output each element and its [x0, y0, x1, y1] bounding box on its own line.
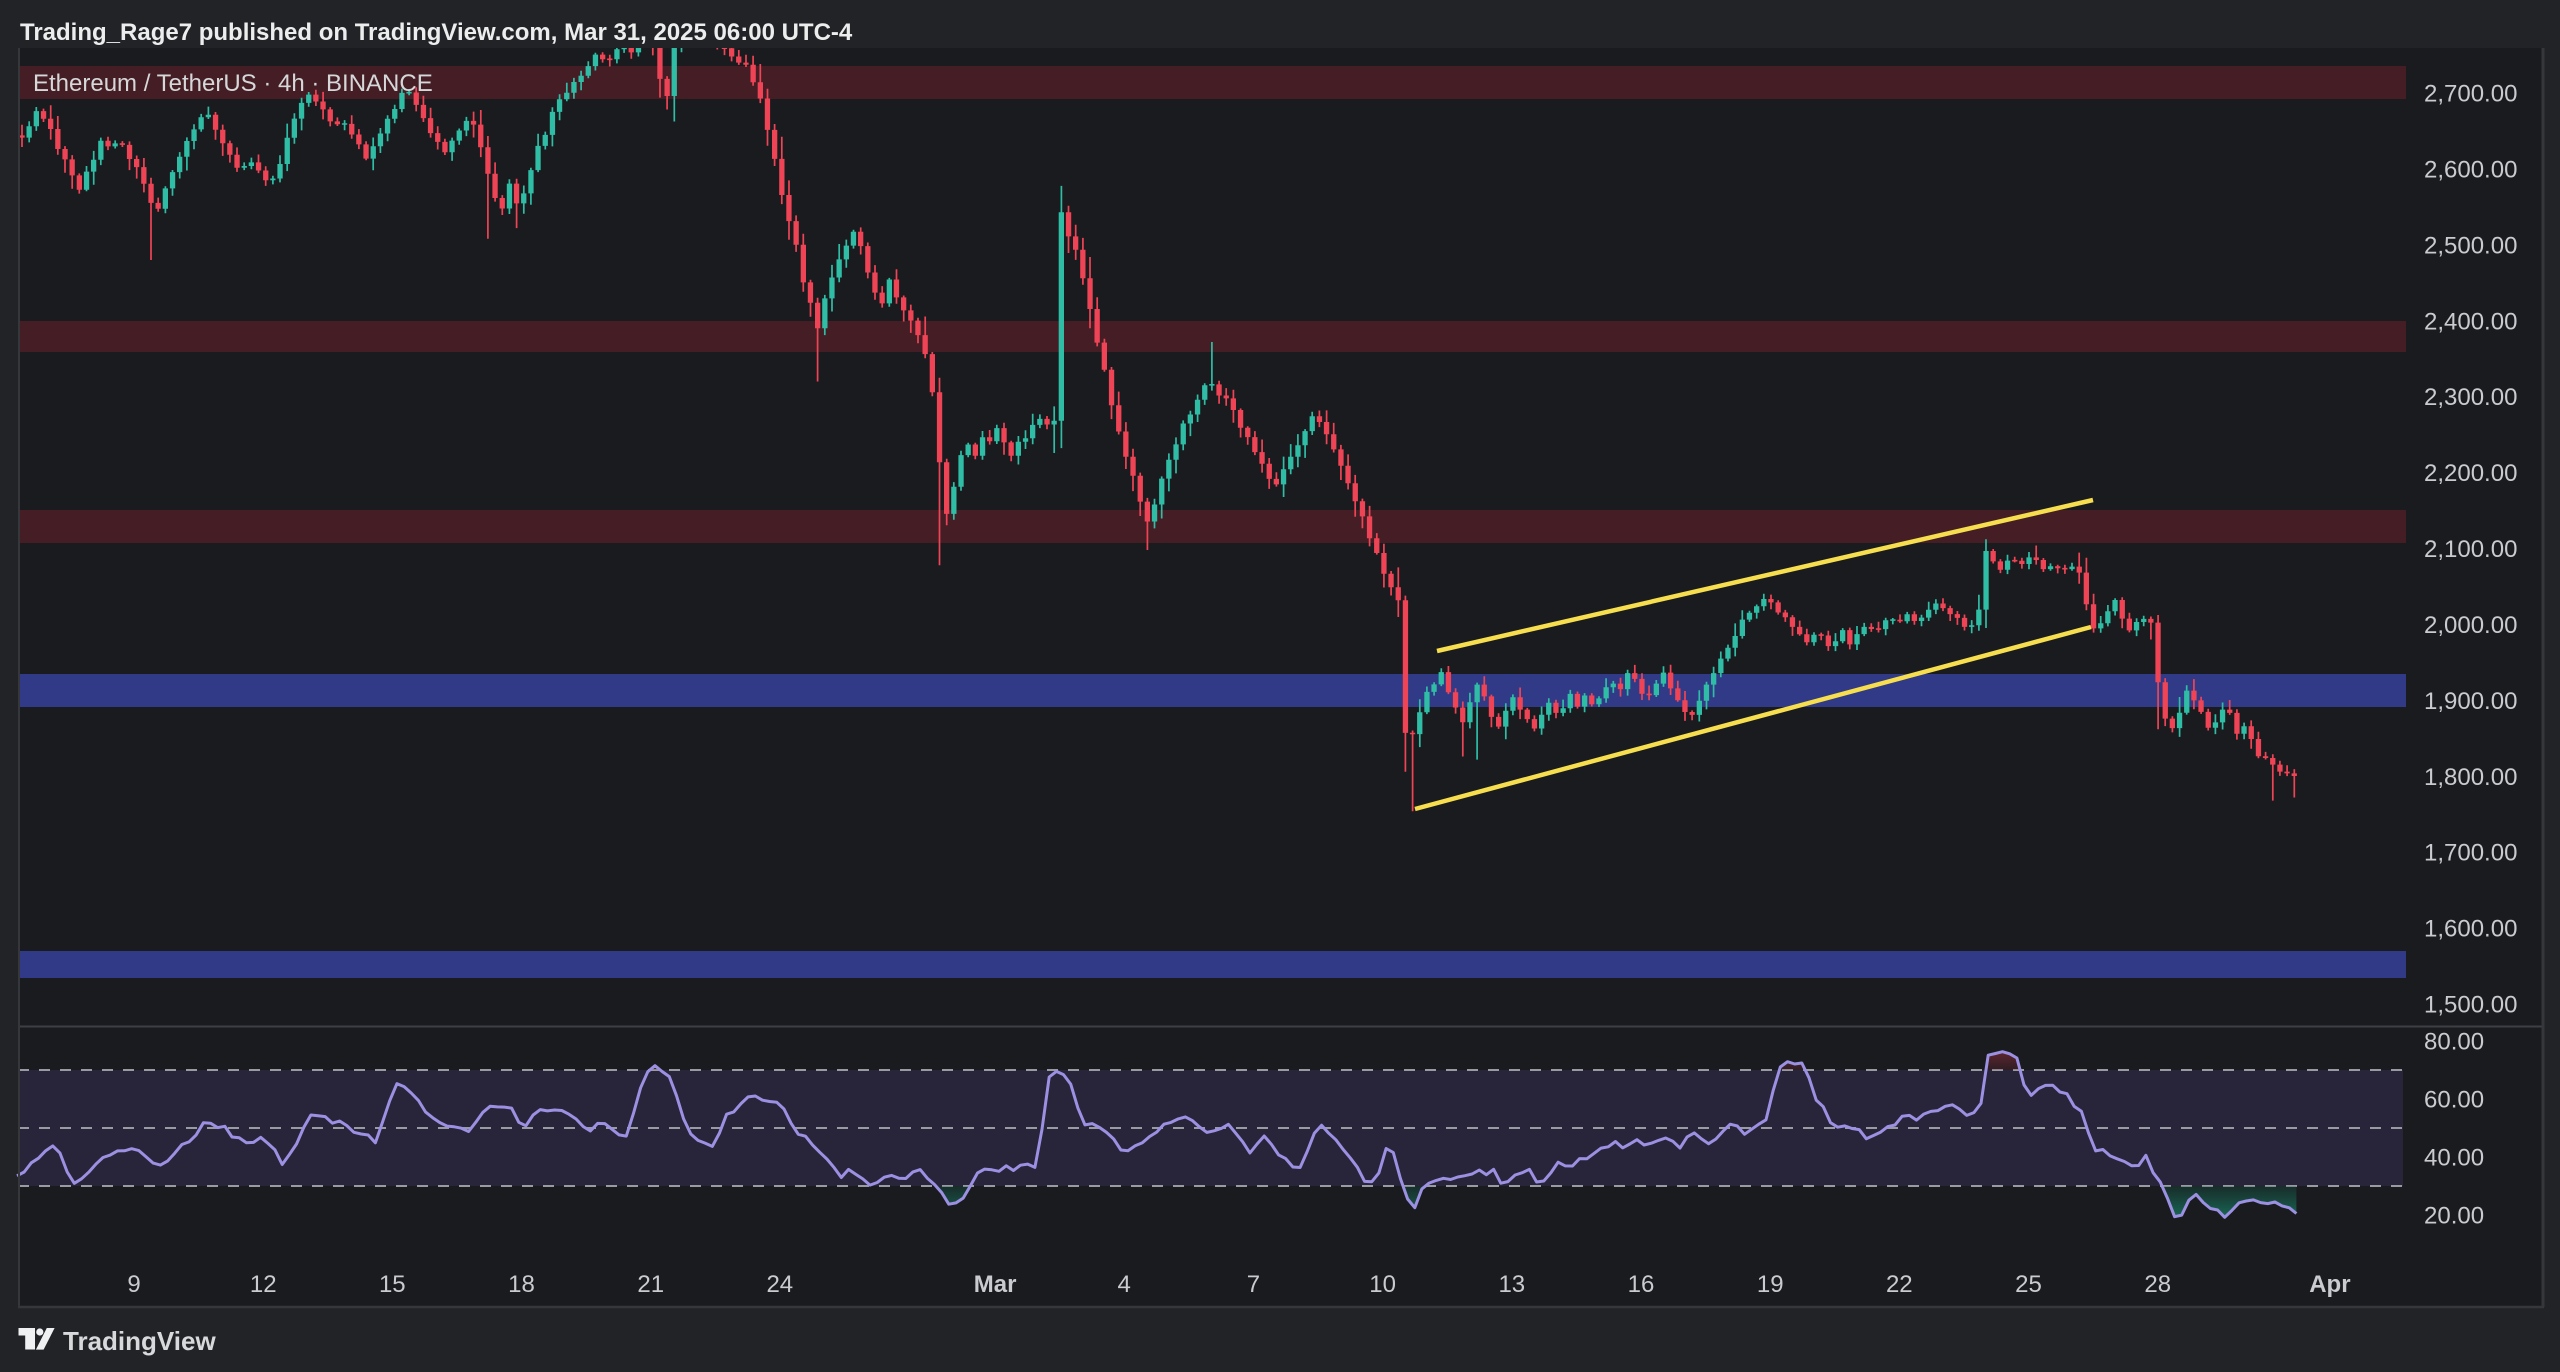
svg-text:TradingView: TradingView — [63, 1326, 216, 1356]
svg-text:1,500.00: 1,500.00 — [2424, 992, 2517, 1019]
svg-text:2,600.00: 2,600.00 — [2424, 156, 2517, 183]
svg-text:1,700.00: 1,700.00 — [2424, 840, 2517, 867]
svg-text:16: 16 — [1628, 1271, 1655, 1298]
svg-text:2,400.00: 2,400.00 — [2424, 308, 2517, 335]
svg-text:13: 13 — [1498, 1271, 1525, 1298]
svg-text:1,600.00: 1,600.00 — [2424, 916, 2517, 943]
svg-text:15: 15 — [379, 1271, 406, 1298]
svg-text:40.00: 40.00 — [2424, 1145, 2484, 1172]
svg-text:1,800.00: 1,800.00 — [2424, 764, 2517, 791]
svg-text:12: 12 — [250, 1271, 277, 1298]
svg-text:18: 18 — [508, 1271, 535, 1298]
svg-text:80.00: 80.00 — [2424, 1029, 2484, 1056]
svg-text:2,500.00: 2,500.00 — [2424, 232, 2517, 259]
svg-text:2,200.00: 2,200.00 — [2424, 460, 2517, 487]
svg-text:2,000.00: 2,000.00 — [2424, 612, 2517, 639]
svg-text:10: 10 — [1369, 1271, 1396, 1298]
svg-text:7: 7 — [1247, 1271, 1260, 1298]
svg-text:Ethereum / TetherUS · 4h · BIN: Ethereum / TetherUS · 4h · BINANCE — [33, 70, 433, 97]
svg-text:2,100.00: 2,100.00 — [2424, 536, 2517, 563]
svg-text:20.00: 20.00 — [2424, 1203, 2484, 1230]
svg-text:1,900.00: 1,900.00 — [2424, 688, 2517, 715]
svg-text:9: 9 — [127, 1271, 140, 1298]
svg-text:21: 21 — [637, 1271, 664, 1298]
svg-text:24: 24 — [766, 1271, 793, 1298]
svg-text:19: 19 — [1757, 1271, 1784, 1298]
svg-text:22: 22 — [1886, 1271, 1913, 1298]
svg-text:Apr: Apr — [2309, 1271, 2350, 1298]
svg-text:28: 28 — [2144, 1271, 2171, 1298]
svg-text:2,300.00: 2,300.00 — [2424, 384, 2517, 411]
svg-text:25: 25 — [2015, 1271, 2042, 1298]
svg-text:4: 4 — [1118, 1271, 1131, 1298]
svg-text:2,700.00: 2,700.00 — [2424, 81, 2517, 108]
svg-text:Trading_Rage7 published on Tra: Trading_Rage7 published on TradingView.c… — [20, 19, 853, 46]
svg-text:Mar: Mar — [974, 1271, 1017, 1298]
svg-text:60.00: 60.00 — [2424, 1087, 2484, 1114]
